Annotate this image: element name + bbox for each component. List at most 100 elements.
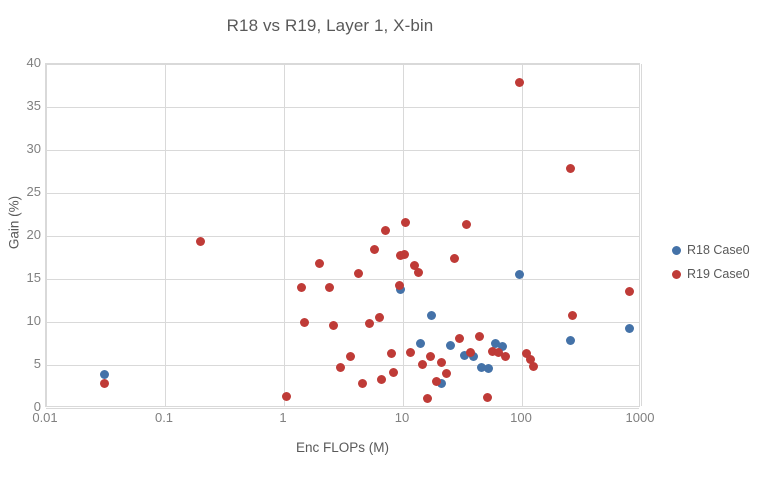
data-point: [483, 363, 493, 373]
data-point: [431, 376, 441, 386]
data-point: [380, 226, 390, 236]
gridline-horizontal: [46, 408, 639, 409]
y-axis-title: Gain (%): [6, 195, 22, 250]
x-axis-title: Enc FLOPs (M): [295, 440, 389, 455]
data-point: [99, 379, 109, 389]
data-point: [427, 310, 437, 320]
data-point: [522, 349, 532, 359]
chart-title: R18 vs R19, Layer 1, X-bin: [226, 16, 434, 35]
data-point: [436, 379, 446, 389]
data-point: [300, 317, 310, 327]
data-point: [455, 333, 465, 343]
data-point: [296, 283, 306, 293]
data-point: [353, 269, 363, 279]
legend-entry[interactable]: R19 Case0: [672, 262, 772, 286]
data-point: [475, 332, 485, 342]
data-point: [497, 341, 507, 351]
legend-label: R19 Case0: [687, 267, 750, 281]
data-point: [477, 363, 487, 373]
data-point: [624, 323, 634, 333]
data-point: [466, 347, 476, 357]
gridline-vertical: [165, 64, 166, 406]
x-axis-tick-labels: 0.01 0.1 1 10 100 1000: [32, 410, 654, 432]
data-point: [364, 319, 374, 329]
data-point: [196, 236, 206, 246]
gridline-vertical: [522, 64, 523, 406]
gridline-horizontal: [46, 107, 639, 108]
data-point: [405, 348, 415, 358]
data-point: [468, 351, 478, 361]
y-axis-tick-label: 15: [26, 270, 41, 285]
data-point: [500, 351, 510, 361]
plot-area: [45, 63, 642, 409]
data-point: [441, 369, 451, 379]
data-point: [394, 280, 404, 290]
y-axis-tick-label: 35: [26, 98, 41, 113]
data-point: [336, 363, 346, 373]
data-point: [358, 379, 368, 389]
y-axis-tick-label: 10: [26, 313, 41, 328]
data-point: [482, 393, 492, 403]
data-point: [514, 78, 524, 88]
gridline-vertical: [403, 64, 404, 406]
data-point: [493, 348, 503, 358]
data-point: [528, 362, 538, 372]
data-point: [436, 357, 446, 367]
y-axis-tick-label: 5: [33, 356, 41, 371]
data-point: [389, 368, 399, 378]
data-point: [399, 250, 409, 260]
legend-entry[interactable]: R18 Case0: [672, 238, 772, 262]
data-point: [514, 270, 524, 280]
gridline-horizontal: [46, 322, 639, 323]
data-point: [315, 259, 325, 269]
legend-label: R18 Case0: [687, 243, 750, 257]
gridline-horizontal: [46, 279, 639, 280]
y-axis-tick-label: 40: [26, 55, 41, 70]
data-point: [461, 220, 471, 230]
x-axis-tick-label: 1000: [625, 410, 655, 425]
data-point: [567, 311, 577, 321]
data-point: [425, 351, 435, 361]
data-point: [328, 320, 338, 330]
y-axis-tick-label: 20: [26, 227, 41, 242]
x-axis-tick-label: 0.01: [32, 410, 58, 425]
data-point: [624, 287, 634, 297]
legend-marker-icon: [672, 269, 681, 279]
data-point: [410, 260, 420, 270]
x-axis-tick-label: 10: [394, 410, 410, 425]
data-point: [565, 163, 575, 173]
data-point: [491, 339, 501, 348]
data-point: [401, 217, 411, 227]
data-point: [374, 313, 384, 323]
data-point: [415, 339, 425, 348]
data-point: [324, 283, 334, 293]
data-point: [345, 351, 355, 361]
gridline-horizontal: [46, 236, 639, 237]
data-point: [417, 359, 427, 369]
data-point: [449, 253, 459, 263]
data-point: [565, 335, 575, 345]
gridline-vertical: [46, 64, 47, 406]
data-point: [377, 375, 387, 385]
chart-legend: R18 Case0 R19 Case0: [672, 238, 772, 286]
data-point: [445, 340, 455, 350]
gridline-vertical: [284, 64, 285, 406]
x-axis-tick-label: 100: [510, 410, 532, 425]
data-point: [414, 267, 423, 277]
y-axis-tick-label: 0: [33, 399, 41, 414]
data-point: [422, 394, 432, 404]
data-point: [370, 245, 380, 255]
gridline-horizontal: [46, 64, 639, 65]
data-point: [526, 355, 536, 365]
gridline-vertical: [641, 64, 642, 406]
y-axis-tick-label: 30: [26, 141, 41, 156]
y-axis-tick-label: 25: [26, 184, 41, 199]
x-axis-tick-label: 1: [279, 410, 287, 425]
y-axis-tick-labels: 0 5 10 15 20 25 30 35 40: [0, 56, 41, 413]
gridline-horizontal: [46, 193, 639, 194]
data-point: [99, 369, 109, 379]
gridline-horizontal: [46, 150, 639, 151]
data-point: [282, 392, 292, 402]
data-point: [460, 351, 470, 361]
